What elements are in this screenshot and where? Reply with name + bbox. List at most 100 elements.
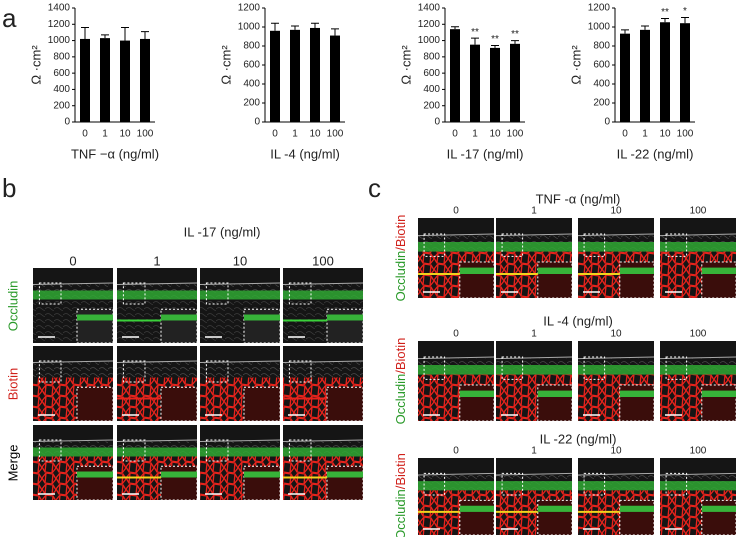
y-tick-label: 0 xyxy=(604,117,610,128)
y-axis-label: Ω ·cm² xyxy=(28,45,43,85)
surface xyxy=(659,233,737,237)
y-axis-label: Ω ·cm² xyxy=(568,45,583,85)
roi-box xyxy=(665,356,688,380)
micrograph xyxy=(116,425,198,501)
error-bar xyxy=(271,22,279,31)
roi-box xyxy=(288,360,312,383)
x-tick-label: 100 xyxy=(137,129,154,140)
roi-box xyxy=(423,356,446,380)
surface xyxy=(659,356,737,360)
inset xyxy=(619,261,655,299)
roi-box xyxy=(205,282,229,305)
column-label: 100 xyxy=(690,329,707,340)
y-tick-label: 1400 xyxy=(48,3,71,14)
error-bar xyxy=(621,29,629,34)
row-label-red: /Biotin xyxy=(393,338,408,374)
inset xyxy=(537,499,573,536)
green-band xyxy=(200,447,280,457)
column-label: 100 xyxy=(690,206,707,217)
error-bar xyxy=(681,17,689,24)
error-bar xyxy=(81,27,89,39)
y-tick-label: 1200 xyxy=(588,3,611,14)
inset-green xyxy=(327,314,363,321)
error-bar xyxy=(121,27,129,41)
surface xyxy=(282,439,364,442)
panel-label: a xyxy=(2,3,17,33)
roi-box xyxy=(583,233,606,257)
inset-green xyxy=(459,505,494,512)
error-bar xyxy=(291,25,299,30)
inset xyxy=(701,499,737,536)
inset xyxy=(76,308,114,344)
y-tick-label: 1400 xyxy=(418,3,441,14)
row-label: Biotin xyxy=(5,368,20,401)
bar xyxy=(80,38,90,122)
bar xyxy=(120,40,130,123)
inset xyxy=(701,384,737,422)
x-tick-label: 1 xyxy=(292,129,298,140)
micrograph xyxy=(116,346,198,422)
surface xyxy=(417,472,495,476)
y-tick-label: 600 xyxy=(53,68,70,79)
inset xyxy=(619,499,655,536)
inset-green xyxy=(459,390,494,397)
image-gray xyxy=(200,362,280,378)
y-tick-label: 200 xyxy=(243,98,260,109)
error-bar xyxy=(331,28,339,36)
x-tick-label: 100 xyxy=(327,129,344,140)
inset xyxy=(619,384,655,422)
micrograph xyxy=(417,458,495,536)
inset xyxy=(459,384,495,422)
roi-box xyxy=(205,360,229,383)
significance: ** xyxy=(491,34,499,45)
inset-green xyxy=(244,314,280,321)
inset xyxy=(76,386,114,422)
surface xyxy=(116,439,198,442)
surface xyxy=(577,356,655,360)
inset-green xyxy=(701,505,736,512)
roi-box xyxy=(423,472,446,496)
green-band xyxy=(660,365,736,375)
significance: ** xyxy=(661,7,669,18)
column-label: 1 xyxy=(531,329,537,340)
surface xyxy=(417,356,495,360)
roi-box xyxy=(423,233,446,257)
column-label: 1 xyxy=(531,446,537,457)
row-label: Occludin xyxy=(5,281,20,332)
column-label: 0 xyxy=(453,206,459,217)
green-band xyxy=(496,365,572,375)
row-label-green: Occludin xyxy=(393,489,408,537)
y-tick-label: 400 xyxy=(243,79,260,90)
roi-box xyxy=(288,439,312,462)
x-axis-label: TNF −α (ng/ml) xyxy=(71,146,159,161)
error-bar xyxy=(491,44,499,48)
green-band xyxy=(496,242,572,252)
roi-box xyxy=(38,439,62,462)
inset-green xyxy=(327,471,363,478)
roi-box xyxy=(122,282,146,305)
inset-green xyxy=(701,390,736,397)
inset xyxy=(537,261,573,299)
micrograph xyxy=(32,425,114,501)
y-tick-label: 1000 xyxy=(48,35,71,46)
column-label: 0 xyxy=(453,329,459,340)
inset-green xyxy=(701,267,736,274)
x-axis-label: IL -4 (ng/ml) xyxy=(270,146,340,161)
green-band xyxy=(660,481,736,491)
inset-green xyxy=(537,505,572,512)
inset-green xyxy=(77,471,113,478)
micrograph xyxy=(495,341,573,422)
roi-box xyxy=(501,356,524,380)
x-axis-label: IL -17 (ng/ml) xyxy=(447,146,524,161)
x-tick-label: 10 xyxy=(659,129,671,140)
green-band xyxy=(660,242,736,252)
inset xyxy=(326,308,364,344)
y-tick-label: 600 xyxy=(593,60,610,71)
bar xyxy=(100,38,110,122)
y-tick-label: 800 xyxy=(423,51,440,62)
surface xyxy=(32,439,114,442)
surface xyxy=(199,282,281,285)
bar xyxy=(470,44,480,123)
bar xyxy=(140,38,150,122)
inset xyxy=(326,386,364,422)
